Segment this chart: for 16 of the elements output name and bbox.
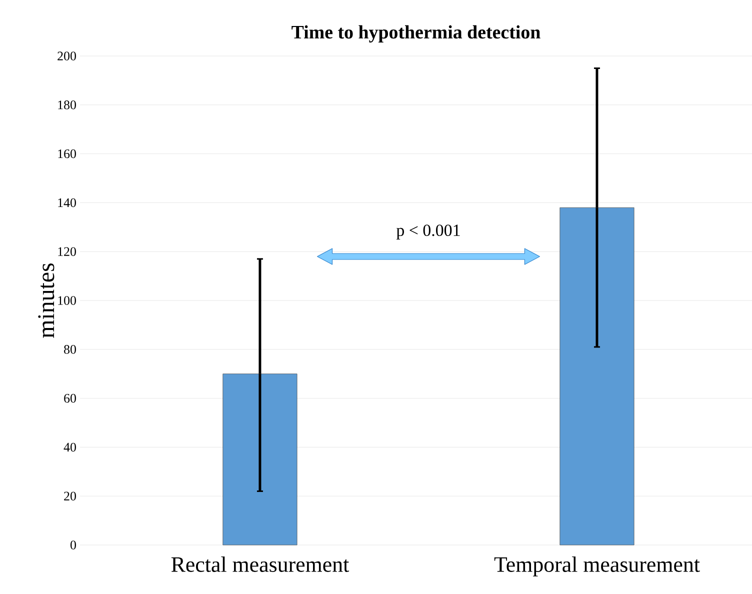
y-tick-label: 140 (58, 198, 76, 208)
x-tick-label: Temporal measurement (494, 556, 700, 576)
y-tick-label: 60 (64, 394, 76, 403)
y-tick-label: 0 (70, 540, 76, 550)
y-axis-title: minutes (38, 263, 54, 338)
annotation: p < 0.001 (396, 224, 460, 240)
y-tick-label: 20 (64, 492, 76, 500)
y-tick-label: 180 (58, 100, 76, 110)
x-tick-label: Rectal measurement (171, 556, 350, 572)
y-tick-label: 200 (58, 52, 76, 60)
y-tick-label: 120 (58, 247, 76, 256)
y-tick-label: 40 (64, 442, 76, 452)
y-tick-label: 80 (64, 345, 76, 354)
y-tick-label: 100 (58, 296, 76, 305)
y-tick-label: 160 (58, 149, 76, 158)
chart-title: Time to hypothermia detection (292, 25, 540, 42)
